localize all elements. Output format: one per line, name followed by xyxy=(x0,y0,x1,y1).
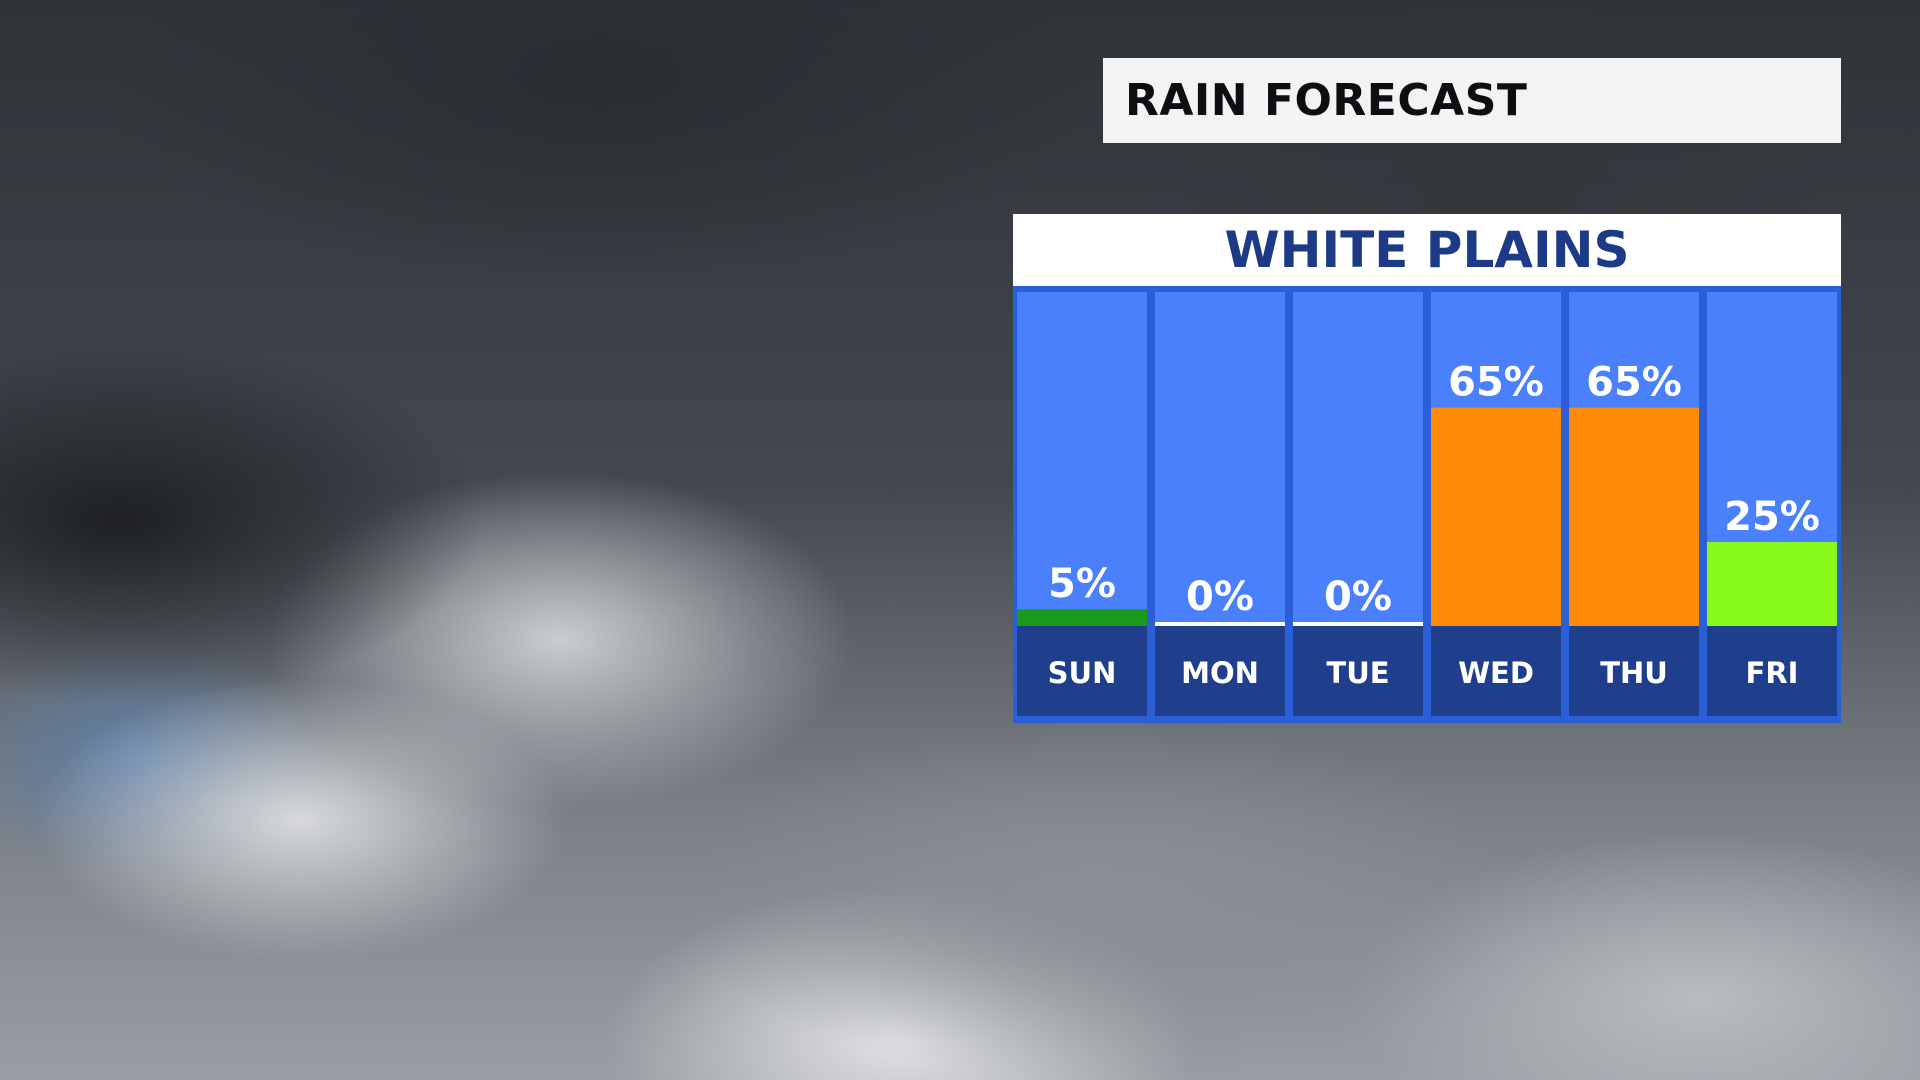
column-background xyxy=(1153,290,1287,626)
value-label-fri: 25% xyxy=(1724,494,1820,540)
column-border xyxy=(1565,290,1703,720)
category-label-fri: FRI xyxy=(1746,656,1799,690)
page-title: RAIN FORECAST xyxy=(1125,75,1528,126)
category-label-wed: WED xyxy=(1458,656,1534,690)
day-column-sun: 5% SUN xyxy=(1013,290,1151,720)
column-border xyxy=(1703,290,1841,720)
bar-sun xyxy=(1015,609,1149,626)
day-strip xyxy=(1567,626,1701,718)
location-title: WHITE PLAINS xyxy=(1224,221,1630,279)
rain-chance-chart: 5% SUN 0% MON 0% TUE 65% WED 65% THU 25% FRI xyxy=(1013,290,1841,720)
value-label-thu: 65% xyxy=(1586,360,1682,406)
location-header: WHITE PLAINS xyxy=(1013,214,1841,286)
day-column-mon: 0% MON xyxy=(1151,290,1289,720)
day-column-tue: 0% TUE xyxy=(1289,290,1427,720)
day-strip xyxy=(1429,626,1563,718)
value-label-mon: 0% xyxy=(1186,574,1254,620)
column-border xyxy=(1013,290,1151,720)
day-strip xyxy=(1705,626,1839,718)
bar-mon xyxy=(1153,622,1287,626)
bar-fri xyxy=(1705,542,1839,626)
column-border xyxy=(1151,290,1289,720)
day-column-wed: 65% WED xyxy=(1427,290,1565,720)
category-label-sun: SUN xyxy=(1048,656,1117,690)
bar-tue xyxy=(1291,622,1425,626)
day-strip xyxy=(1291,626,1425,718)
bar-wed xyxy=(1429,407,1563,626)
value-label-tue: 0% xyxy=(1324,574,1392,620)
column-background xyxy=(1291,290,1425,626)
category-label-thu: THU xyxy=(1600,656,1668,690)
category-label-tue: TUE xyxy=(1326,656,1389,690)
day-column-fri: 25% FRI xyxy=(1703,290,1841,720)
category-label-mon: MON xyxy=(1181,656,1259,690)
column-border xyxy=(1427,290,1565,720)
value-label-wed: 65% xyxy=(1448,360,1544,406)
title-banner: RAIN FORECAST xyxy=(1103,58,1841,143)
day-strip xyxy=(1153,626,1287,718)
day-column-thu: 65% THU xyxy=(1565,290,1703,720)
value-label-sun: 5% xyxy=(1048,561,1116,607)
column-border xyxy=(1289,290,1427,720)
column-background xyxy=(1015,290,1149,626)
day-strip xyxy=(1015,626,1149,718)
bar-thu xyxy=(1567,407,1701,626)
forecast-panel: WHITE PLAINS 5% SUN 0% MON 0% TUE 65% WED 65% THU… xyxy=(1013,214,1841,723)
